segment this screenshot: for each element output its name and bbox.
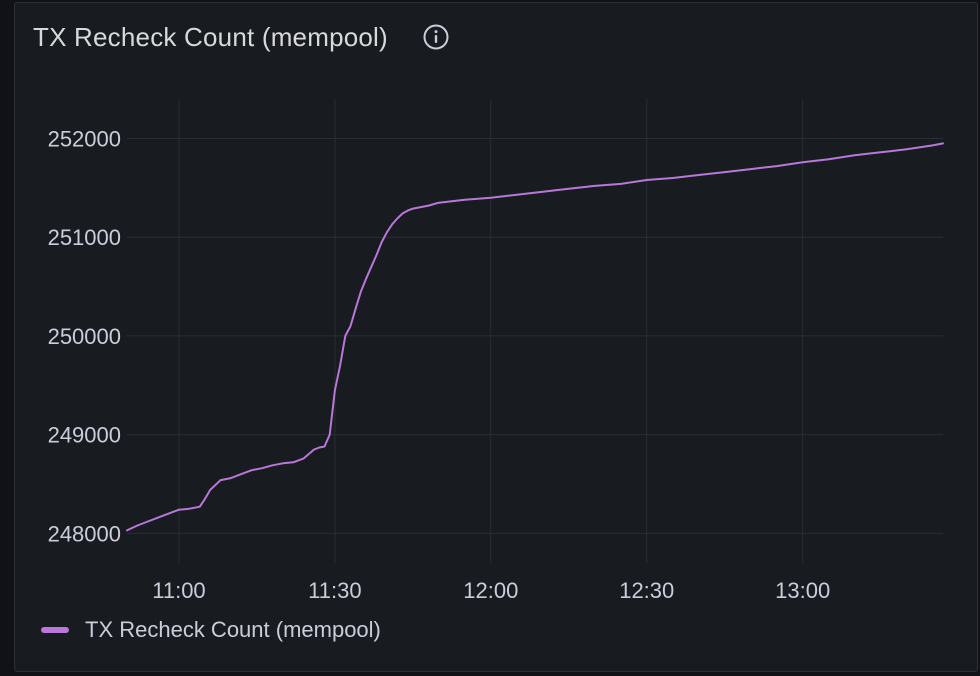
y-axis: 248000 249000 250000 251000 252000 <box>48 126 121 546</box>
line-chart[interactable]: 248000 249000 250000 251000 252000 11:00 11:3… <box>15 3 977 603</box>
x-tick-label: 13:00 <box>775 578 830 603</box>
panel-header: TX Recheck Count (mempool) <box>33 17 450 57</box>
y-tick-label: 248000 <box>48 521 121 546</box>
chart-panel: TX Recheck Count (mempool) 248000 249000 2… <box>14 2 978 672</box>
y-tick-label: 252000 <box>48 126 121 151</box>
series-line <box>126 142 944 532</box>
legend-label: TX Recheck Count (mempool) <box>85 617 381 642</box>
x-tick-label: 11:30 <box>308 578 361 603</box>
x-axis: 11:00 11:30 12:00 12:30 13:00 <box>152 578 830 603</box>
panel-title: TX Recheck Count (mempool) <box>33 21 388 52</box>
legend-swatch <box>41 627 69 633</box>
legend-item[interactable]: TX Recheck Count (mempool) <box>41 617 381 643</box>
x-tick-label: 12:30 <box>619 578 674 603</box>
x-tick-label: 11:00 <box>152 578 205 603</box>
y-tick-label: 249000 <box>48 423 121 448</box>
info-circle-icon[interactable] <box>422 23 450 51</box>
grid <box>127 99 943 563</box>
y-tick-label: 250000 <box>48 324 121 349</box>
y-tick-label: 251000 <box>48 225 121 250</box>
x-tick-label: 12:00 <box>463 578 518 603</box>
series-layer <box>126 142 944 532</box>
